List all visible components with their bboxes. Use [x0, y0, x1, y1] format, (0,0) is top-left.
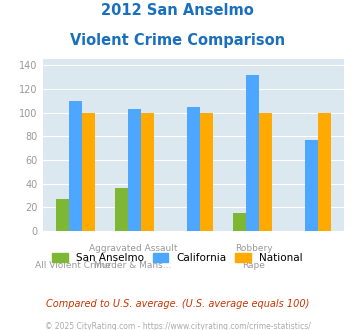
Text: 2012 San Anselmo: 2012 San Anselmo	[101, 3, 254, 18]
Bar	[128, 109, 141, 231]
Bar	[187, 107, 200, 231]
Text: Aggravated Assault: Aggravated Assault	[89, 244, 178, 253]
Text: Rape: Rape	[242, 261, 265, 270]
Bar	[259, 113, 272, 231]
Text: © 2025 CityRating.com - https://www.cityrating.com/crime-statistics/: © 2025 CityRating.com - https://www.city…	[45, 322, 310, 330]
Bar	[246, 75, 259, 231]
Text: Murder & Mans...: Murder & Mans...	[94, 261, 172, 270]
Text: All Violent Crime: All Violent Crime	[35, 261, 111, 270]
Bar	[82, 113, 95, 231]
Bar	[305, 140, 318, 231]
Text: Compared to U.S. average. (U.S. average equals 100): Compared to U.S. average. (U.S. average …	[46, 299, 309, 309]
Bar	[115, 188, 128, 231]
Bar	[200, 113, 213, 231]
Bar	[233, 213, 246, 231]
Bar	[69, 101, 82, 231]
Bar	[318, 113, 331, 231]
Bar	[141, 113, 154, 231]
Bar	[56, 199, 69, 231]
Text: Violent Crime Comparison: Violent Crime Comparison	[70, 33, 285, 48]
Legend: San Anselmo, California, National: San Anselmo, California, National	[48, 248, 307, 267]
Text: Robbery: Robbery	[235, 244, 273, 253]
